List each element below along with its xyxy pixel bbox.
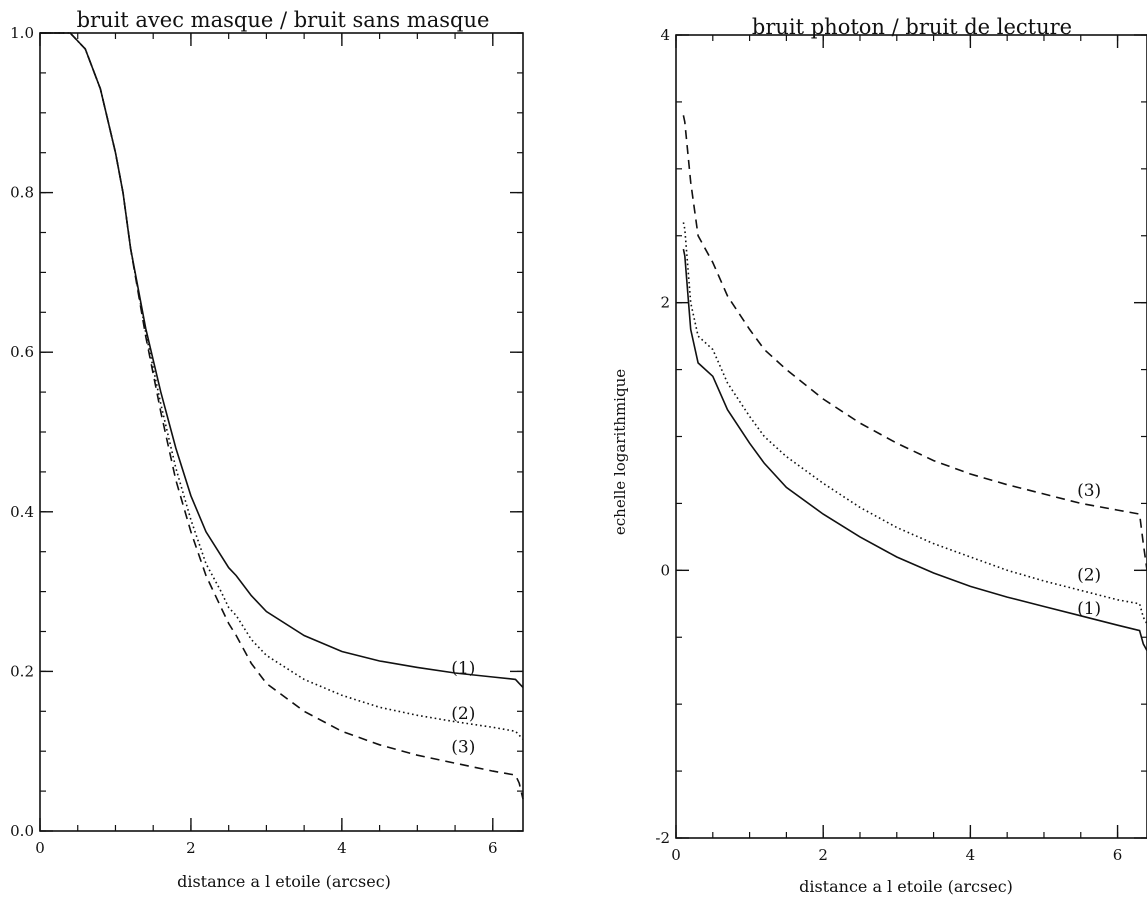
y-tick-label: 0.4 — [10, 503, 34, 521]
series-line-2 — [682, 222, 1147, 625]
series-line-1 — [40, 32, 524, 688]
series-line-3 — [682, 115, 1147, 571]
x-tick-label: 2 — [186, 839, 196, 857]
y-tick-label: 0 — [660, 561, 670, 579]
series-label-3: (3) — [451, 737, 475, 757]
x-tick-label: 0 — [671, 846, 681, 864]
series-label-1: (1) — [1077, 599, 1101, 619]
y-tick-label: 1.0 — [10, 24, 34, 42]
series-line-3 — [40, 32, 524, 800]
x-tick-label: 6 — [488, 839, 498, 857]
x-tick-label: 4 — [966, 846, 976, 864]
x-axis-label: distance a l etoile (arcsec) — [177, 872, 391, 891]
x-tick-label: 0 — [35, 839, 45, 857]
y-tick-label: 0.2 — [10, 662, 34, 680]
x-tick-label: 4 — [337, 839, 347, 857]
chart-title: bruit avec masque / bruit sans masque — [77, 8, 490, 32]
y-tick-label: 0.6 — [10, 343, 34, 361]
series-label-3: (3) — [1077, 481, 1101, 501]
y-axis-label: echelle logarithmique — [611, 369, 629, 535]
y-tick-label: 2 — [660, 294, 670, 312]
chart-panel-photon-noise: bruit photon / bruit de lecture distance… — [611, 15, 1147, 896]
x-tick-label: 2 — [818, 846, 828, 864]
series-label-2: (2) — [451, 704, 475, 724]
y-tick-label: 0.8 — [10, 184, 34, 202]
x-axis-label: distance a l etoile (arcsec) — [799, 877, 1013, 896]
plot-frame — [675, 34, 1147, 839]
chart-panel-noise-ratio: bruit avec masque / bruit sans masque di… — [10, 8, 524, 891]
series-label-1: (1) — [451, 658, 475, 678]
x-tick-label: 6 — [1113, 846, 1123, 864]
series-line-1 — [682, 248, 1147, 651]
y-tick-label: 4 — [660, 26, 670, 44]
y-tick-label: 0.0 — [10, 822, 34, 840]
y-tick-label: -2 — [655, 829, 670, 847]
series-label-2: (2) — [1077, 565, 1101, 585]
